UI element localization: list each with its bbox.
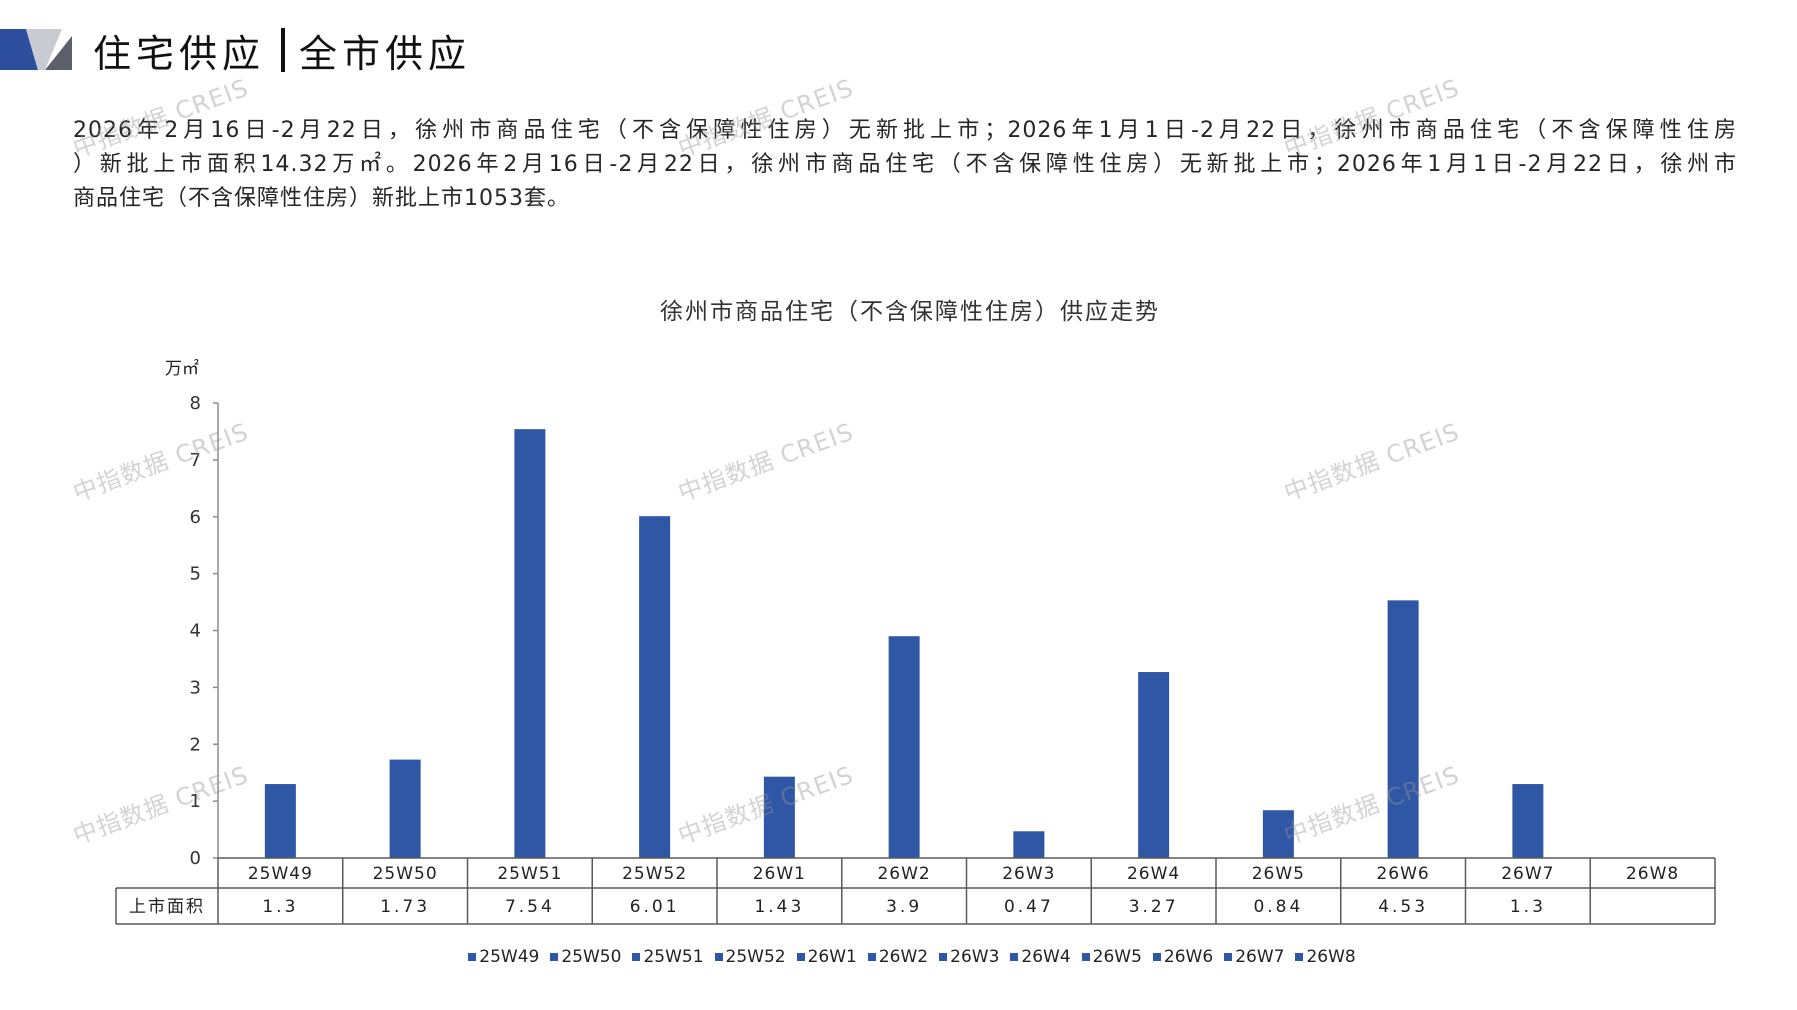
bar-26w3 [1013, 831, 1045, 858]
y-tick-label: 0 [190, 848, 201, 869]
legend-swatch [1081, 953, 1090, 961]
y-tick-label: 7 [190, 450, 201, 471]
table-category-label: 25W50 [373, 864, 438, 884]
legend-swatch [1295, 953, 1304, 961]
legend-item: 26W3 [939, 947, 999, 967]
summary-line: 商品住宅（不含保障性住房）新批上市1053套。 [73, 186, 570, 211]
table-category-label: 26W8 [1626, 864, 1679, 884]
y-axis-unit-label: 万㎡ [165, 359, 199, 379]
table-value-label: 1.3 [262, 897, 298, 917]
table-value-label: 3.27 [1129, 897, 1179, 917]
page-title-main: 住宅供应 [93, 31, 266, 76]
page-title-sub: 全市供应 [299, 31, 472, 76]
legend-label: 26W6 [1163, 947, 1214, 967]
legend-swatch [867, 953, 876, 961]
legend-item: 26W5 [1081, 947, 1142, 967]
table-category-label: 26W6 [1376, 864, 1429, 884]
legend-label: 25W50 [561, 947, 622, 967]
legend-item: 25W51 [632, 947, 704, 967]
table-value-label: 3.9 [886, 897, 922, 917]
legend-label: 25W51 [643, 947, 704, 967]
legend-swatch [550, 953, 559, 961]
bar-26w7 [1512, 784, 1544, 858]
table-category-label: 25W52 [622, 864, 687, 884]
bar-25w50 [389, 759, 421, 858]
summary-line: ）新批上市面积14.32万㎡。2026年2月16日-2月22日，徐州市商品住宅（… [73, 152, 1737, 177]
brand-logo-icon [0, 29, 72, 70]
legend-swatch [714, 953, 723, 961]
table-value-label: 0.84 [1253, 897, 1303, 917]
legend-swatch [1224, 953, 1233, 961]
chart-title: 徐州市商品住宅（不含保障性住房）供应走势 [660, 299, 1160, 325]
bar-25w52 [639, 516, 671, 858]
legend-label: 26W4 [1021, 947, 1071, 967]
table-category-label: 26W2 [877, 864, 930, 884]
bar-26w4 [1138, 672, 1170, 858]
legend-swatch [1152, 953, 1161, 961]
legend-swatch [796, 953, 805, 961]
table-category-label: 26W5 [1252, 864, 1305, 884]
legend-item: 26W1 [796, 947, 857, 967]
legend-item: 25W52 [714, 947, 786, 967]
y-tick-label: 4 [190, 621, 201, 642]
table-value-label: 0.47 [1004, 897, 1054, 917]
y-tick-label: 6 [190, 507, 201, 528]
bar-26w2 [888, 636, 920, 858]
bar-26w5 [1262, 810, 1294, 858]
legend-label: 26W2 [878, 947, 929, 967]
table-value-label: 6.01 [630, 897, 680, 917]
legend-item: 26W7 [1224, 947, 1284, 967]
legend-swatch [468, 953, 477, 961]
y-tick-label: 3 [190, 677, 201, 698]
table-category-label: 26W7 [1501, 864, 1554, 884]
legend-item: 25W50 [550, 947, 621, 967]
legend-swatch [939, 953, 948, 961]
legend-item: 26W4 [1010, 947, 1071, 967]
y-tick-label: 1 [190, 791, 201, 812]
table-value-label: 1.3 [1510, 897, 1546, 917]
title-divider [281, 28, 286, 72]
legend-swatch [632, 953, 641, 961]
table-value-label: 1.43 [754, 897, 804, 917]
chart-legend: 25W49 25W50 25W51 25W52 26W1 26W2 26W3 26W4 26W5… [412, 946, 1412, 968]
logo-dark-shape [45, 36, 72, 70]
legend-label: 26W3 [950, 947, 1000, 967]
bar-25w51 [514, 429, 546, 858]
y-tick-label: 2 [190, 734, 201, 755]
table-row-label: 上市面积 [129, 897, 205, 917]
legend-label: 25W52 [725, 947, 786, 967]
table-value-label: 4.53 [1378, 897, 1428, 917]
logo-blue-shape [0, 29, 38, 70]
table-category-label: 25W51 [497, 864, 562, 884]
legend-swatch [1010, 953, 1019, 961]
logo-light-shape [26, 29, 62, 70]
y-tick-label: 5 [190, 564, 201, 585]
bar-26w6 [1387, 600, 1419, 858]
legend-item: 26W6 [1152, 947, 1214, 967]
legend-item: 25W49 [468, 947, 539, 967]
table-value-label: 7.54 [505, 897, 555, 917]
legend-label: 26W8 [1306, 947, 1356, 967]
table-category-label: 25W49 [248, 864, 313, 884]
legend-label: 26W7 [1235, 947, 1285, 967]
legend-label: 26W5 [1092, 947, 1142, 967]
table-category-label: 26W3 [1002, 864, 1055, 884]
table-category-label: 26W4 [1127, 864, 1180, 884]
bar-26w1 [763, 776, 795, 858]
legend-item: 26W8 [1295, 947, 1356, 967]
legend-item: 26W2 [867, 947, 929, 967]
table-category-label: 26W1 [753, 864, 806, 884]
bar-25w49 [264, 784, 296, 858]
page-title: 住宅供应 全市供应 [93, 27, 471, 76]
summary-line: 2026年2月16日-2月22日，徐州市商品住宅（不含保障性住房）无新批上市；2… [73, 118, 1737, 143]
table-value-label: 1.73 [380, 897, 430, 917]
summary-paragraph: 2026年2月16日-2月22日，徐州市商品住宅（不含保障性住房）无新批上市；2… [73, 114, 1737, 216]
legend-label: 26W1 [807, 947, 857, 967]
y-tick-label: 8 [190, 393, 201, 414]
legend-label: 25W49 [479, 947, 540, 967]
